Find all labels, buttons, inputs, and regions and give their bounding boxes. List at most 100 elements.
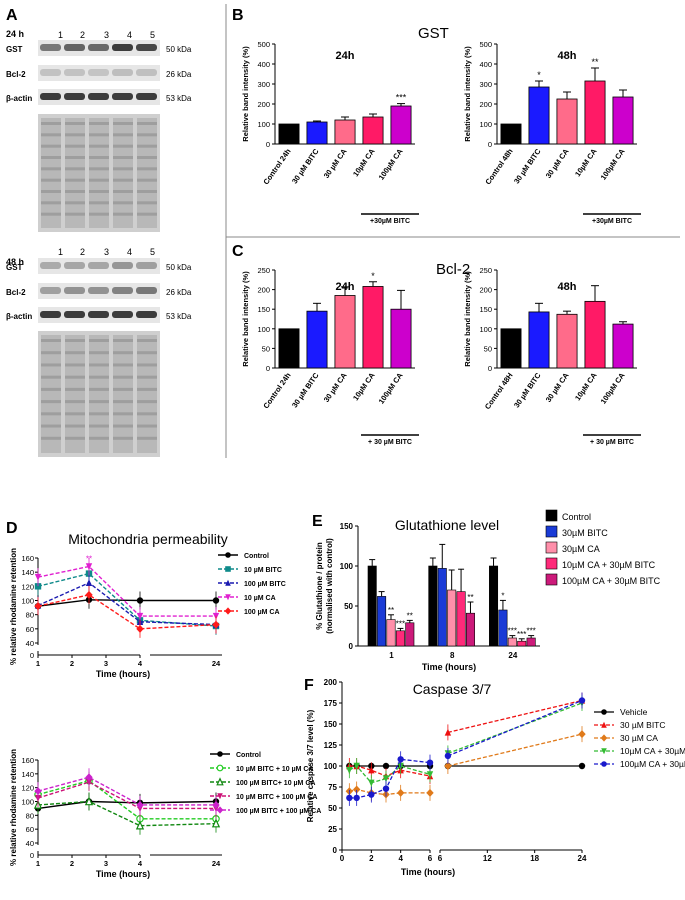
legend-label: 10 µM BITC + 100 µM CA [236, 794, 317, 801]
data-point [136, 800, 144, 809]
gel-band [113, 190, 133, 193]
y-tick-label: 60 [26, 825, 34, 834]
data-point [216, 764, 224, 772]
legend-label: Control [244, 553, 269, 560]
y-tick-label: 100 [21, 597, 34, 606]
data-point [444, 728, 452, 736]
significance-mark: ** [467, 593, 473, 602]
y-tick-label: 200 [479, 100, 492, 109]
data-point [216, 777, 224, 786]
y-tick-label: 250 [257, 266, 270, 275]
y-tick-label: 50 [328, 804, 337, 813]
bar-chart-C24: 24h050100150200250Relative band intensit… [241, 266, 419, 446]
panel-label-f: F [304, 677, 314, 694]
blot-time-label: 48 h [6, 257, 24, 267]
data-point [212, 800, 220, 809]
data-point [444, 762, 452, 770]
blot-lane-number: 3 [104, 247, 109, 257]
x-tick-label: 6 [438, 854, 443, 863]
x-tick-label: 100µM CA [599, 147, 627, 182]
data-point [601, 709, 607, 715]
bar [306, 310, 328, 369]
y-tick-label: 150 [340, 522, 354, 531]
blot-band [40, 44, 61, 51]
x-tick-label: 100µM CA [599, 371, 627, 406]
gel-band [137, 363, 157, 367]
gel-band [113, 339, 133, 342]
significance-mark: * [371, 271, 375, 281]
gel-band [137, 167, 157, 171]
bar-chart-B24: 24h 0 100 200 300 400 500 Relative band intensi… [241, 40, 419, 225]
significance-mark: *** [526, 627, 535, 636]
data-point [346, 794, 353, 802]
blot-band [40, 311, 61, 318]
x-tick-label: 30 µM CA [322, 147, 349, 180]
line-chart-D2: 0 40 60 80 100 120 140 160% relative rhodamine … [9, 749, 321, 879]
blot-band [112, 93, 133, 100]
data-point [353, 762, 360, 770]
gel-band [137, 156, 157, 159]
gel-band [65, 412, 85, 416]
legend-label: 10 µM BITC + 10 µM CA [236, 766, 314, 773]
series-line [349, 758, 431, 799]
legend-label: 100 µM BITC+ 10 µM CA [236, 780, 315, 787]
bar [507, 637, 517, 647]
legend-label: 100 µM BITC + 100 µM CA [236, 808, 321, 815]
x-tick-label: 100µM CA [377, 147, 405, 182]
gel-band [65, 436, 85, 440]
data-point [601, 761, 607, 767]
data-point [135, 820, 145, 830]
significance-mark: ** [388, 606, 394, 615]
data-point [84, 796, 94, 806]
y-tick-label: 100 [479, 120, 492, 129]
gel-band [65, 363, 85, 367]
y-tick-label: 80 [26, 611, 34, 620]
gel-band [113, 424, 133, 428]
data-point [85, 773, 93, 782]
y-tick-label: 0 [266, 364, 270, 373]
x-tick-label: 24 [578, 854, 587, 863]
gel-band [65, 201, 85, 205]
x-tick-label: Control 24h [261, 371, 293, 411]
data-point [426, 759, 434, 766]
gel-band [113, 122, 133, 125]
gel-band [41, 201, 61, 205]
legend-label: 30µM CA [562, 544, 600, 554]
y-tick-label: 200 [479, 286, 492, 295]
bar [377, 596, 387, 647]
gel-band [65, 351, 85, 355]
chart-title: 24h [336, 50, 355, 62]
data-point [382, 762, 390, 770]
line-chart-D1: Mitochondria permeability040608010012014… [9, 531, 286, 679]
gel-band [89, 375, 109, 379]
gel-band [137, 201, 157, 205]
blot-band [64, 69, 85, 76]
gel-band [137, 424, 157, 428]
y-tick-label: 60 [26, 625, 34, 634]
y-tick-label: 40 [26, 639, 34, 648]
bar [612, 323, 634, 369]
legend-label: 100 µM CA [244, 609, 280, 616]
data-point [225, 566, 231, 572]
blot-band [112, 262, 133, 269]
y-tick-label: 400 [257, 60, 270, 69]
blot-row-label: β-actin [6, 94, 32, 103]
y-tick-label: 150 [479, 305, 492, 314]
gel-band [137, 412, 157, 416]
western-blots: 24 h 1 2 3 4 5 GST 50 kDa Bcl-2 26 kDa β-actin 53 k… [6, 29, 192, 457]
gel-band [41, 156, 61, 159]
data-point [601, 748, 607, 755]
blot-lane-number: 4 [127, 247, 132, 257]
gel-band [65, 122, 85, 125]
series-line [37, 781, 216, 810]
gel-band [89, 351, 109, 355]
data-point [368, 766, 375, 774]
gel-band [65, 190, 85, 193]
blot-band [64, 93, 85, 100]
panel-label-d: D [6, 520, 18, 537]
data-point [382, 775, 390, 783]
blot-band [64, 44, 85, 51]
gel-band [137, 178, 157, 182]
y-tick-label: 150 [257, 305, 270, 314]
x-tick-label: 30 µM CA [544, 147, 571, 180]
